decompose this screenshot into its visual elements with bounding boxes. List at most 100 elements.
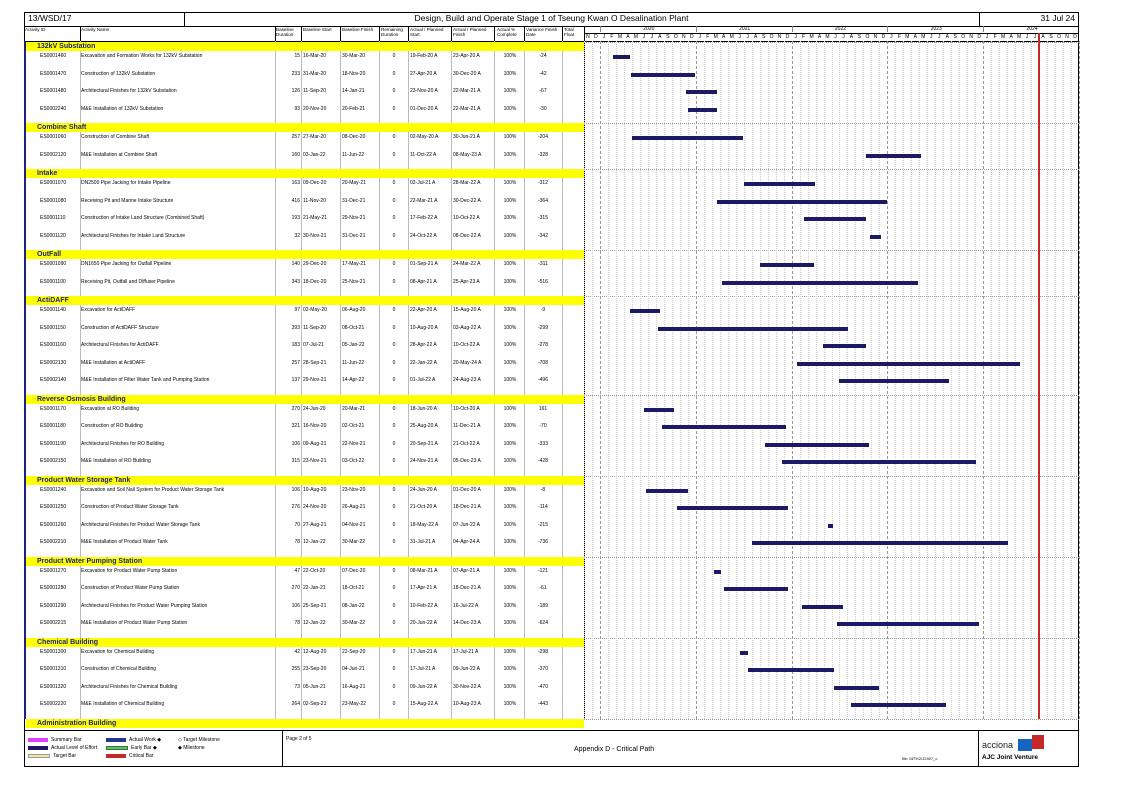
activity-bar[interactable] [723,587,789,591]
activity-row[interactable]: ES0001100 Receiving Pit, Outfall and Diff… [24,279,584,287]
month-label: M [713,34,718,40]
activity-bar[interactable] [759,263,814,267]
activity-bar[interactable] [685,90,718,94]
activity-row[interactable]: ES0001090 DN1650 Pipe Jacking for Outfall… [24,261,584,269]
activity-bar[interactable] [644,407,675,412]
activity-row[interactable]: ES0001460 Excavation and Formation Works … [24,53,584,61]
activity-bar[interactable] [658,326,848,331]
cell-id: ES0002130 [40,359,67,366]
cell-remaining: 0 [392,232,396,239]
activity-bar[interactable] [717,199,888,204]
activity-bar[interactable] [751,541,1008,545]
activity-bar[interactable] [632,136,744,140]
activity-row[interactable]: ES0001250 Construction of Product Water S… [24,504,584,512]
activity-row[interactable]: ES0002220 M&E Installation of Chemical Bu… [24,701,584,709]
activity-row[interactable]: ES0001120 Architectural Finishes for Inta… [24,233,584,241]
month-label: M [921,34,926,40]
activity-bar[interactable] [630,72,696,77]
activity-row[interactable]: ES0001150 Construction of ActiDAFF Struct… [24,325,584,333]
cell-percent: 100% [503,521,517,528]
cell-id: ES0001260 [40,521,67,528]
activity-bar[interactable] [662,425,787,429]
cell-id: ES0001150 [40,324,66,331]
activity-bar[interactable] [721,280,918,285]
col-actual-finish: Actual / Planned Finish [453,27,487,37]
cell-percent: 100% [503,458,517,464]
col-activity-name: Activity Name [81,27,110,32]
activity-bar[interactable] [869,234,882,239]
activity-row[interactable]: ES0002120 M&E Installation at Combine Sha… [24,152,584,160]
activity-bar[interactable] [851,703,946,707]
activity-row[interactable]: ES0001290 Architectural Finishes for Prod… [24,603,584,611]
activity-row[interactable]: ES0001160 Architectural Finishes for Acti… [24,342,584,350]
activity-bar[interactable] [687,107,718,112]
cell-variance: -204 [537,134,548,140]
activity-bar[interactable] [822,344,866,348]
activity-row[interactable]: ES0001260 Architectural Finishes for Prod… [24,522,584,530]
activity-row[interactable]: ES0002215 M&E Installation of Product Wat… [24,620,584,628]
activity-row[interactable]: ES0001470 Construction of 132kV Substatio… [24,71,584,79]
contract-ref: 13/WSD/17 [28,13,72,23]
activity-bar[interactable] [713,569,722,574]
activity-bar[interactable] [677,506,789,510]
activity-row[interactable]: ES0001110 Construction of Intake Land Str… [24,215,584,223]
activity-bar[interactable] [612,55,630,59]
jv-logo: acciona AJC Joint Venture [982,735,1076,763]
activity-row[interactable]: ES0002150 M&E Installation of RO Building… [24,458,584,466]
activity-row[interactable]: ES0001190 Architectural Finishes for RO B… [24,441,584,449]
activity-row[interactable]: ES0001080 Receiving Pit and Marine Intake… [24,198,584,206]
cell-actual-start: 01-Jul-22 A [410,377,436,383]
cell-remaining: 0 [392,278,396,285]
activity-bar[interactable] [828,523,834,528]
activity-row[interactable]: ES0001140 Excavation for ActiDAFF 97 02-May… [24,307,584,315]
cell-variance: -342 [537,232,548,239]
activity-row[interactable]: ES0001170 Excavation at RO Building 270 24-… [24,406,584,414]
cell-baseline-duration: 233 [291,70,300,77]
cell-variance: 161 [538,405,548,412]
cell-remaining: 0 [392,423,396,429]
month-label: D [977,34,981,40]
cell-baseline-finish: 23-May-22 [342,701,366,707]
cell-variance: -496 [537,377,548,383]
cell-actual-start: 02-May-20 A [410,134,439,140]
cell-remaining: 0 [392,539,396,545]
activity-bar[interactable] [866,153,922,158]
cell-id: ES0001160 [40,342,66,348]
activity-bar[interactable] [764,442,869,447]
cell-id: ES0001280 [40,585,67,591]
activity-bar[interactable] [836,622,979,626]
activity-row[interactable]: ES0002210 M&E Installation of Product Wat… [24,539,584,547]
activity-bar[interactable] [629,309,660,313]
activity-row[interactable]: ES0002130 M&E Installation at ActiDAFF 257… [24,360,584,368]
activity-row[interactable]: ES0001240 Excavation and Soil Nail System… [24,487,584,495]
activity-bar[interactable] [781,460,977,464]
month-label: J [834,34,837,40]
activity-bar[interactable] [739,650,748,655]
activity-row[interactable]: ES0001480 Architectural Finishes for 132k… [24,88,584,96]
activity-bar[interactable] [801,604,844,609]
activity-row[interactable]: ES0002240 M&E Installation of 132kV Subst… [24,106,584,114]
activity-row[interactable]: ES0001310 Construction of Chemical Buildi… [24,666,584,674]
activity-row[interactable]: ES0001300 Excavation for Chemical Buildin… [24,649,584,657]
activity-bar[interactable] [646,488,688,493]
cell-percent: 100% [503,377,517,383]
cell-actual-finish: 30-Jun-21 A [453,134,480,140]
cell-baseline-start: 05-Jun-21 [303,683,326,690]
activity-bar[interactable] [803,217,866,221]
activity-bar[interactable] [743,182,815,186]
activity-row[interactable]: ES0001320 Architectural Finishes for Chem… [24,684,584,692]
month-label: M [905,34,910,40]
activity-bar[interactable] [833,685,880,690]
activity-bar[interactable] [747,668,834,672]
cell-percent: 100% [503,405,517,412]
activity-row[interactable]: ES0001180 Construction of RO Building 321 1… [24,423,584,431]
activity-row[interactable]: ES0001280 Construction of Product Water P… [24,585,584,593]
activity-row[interactable]: ES0001270 Excavation for Product Water Pu… [24,568,584,576]
activity-row[interactable]: ES0001060 Construction of Combine Shaft 25… [24,134,584,142]
cell-name: Architectural Finishes for RO Building [81,440,165,447]
activity-bar[interactable] [839,379,950,383]
activity-row[interactable]: ES0001070 DN2500 Pipe Jacking for Intake … [24,180,584,188]
cell-baseline-duration: 97 [294,307,300,313]
activity-row[interactable]: ES0002140 M&E Installation of Filter Wate… [24,377,584,385]
activity-bar[interactable] [797,361,1021,366]
